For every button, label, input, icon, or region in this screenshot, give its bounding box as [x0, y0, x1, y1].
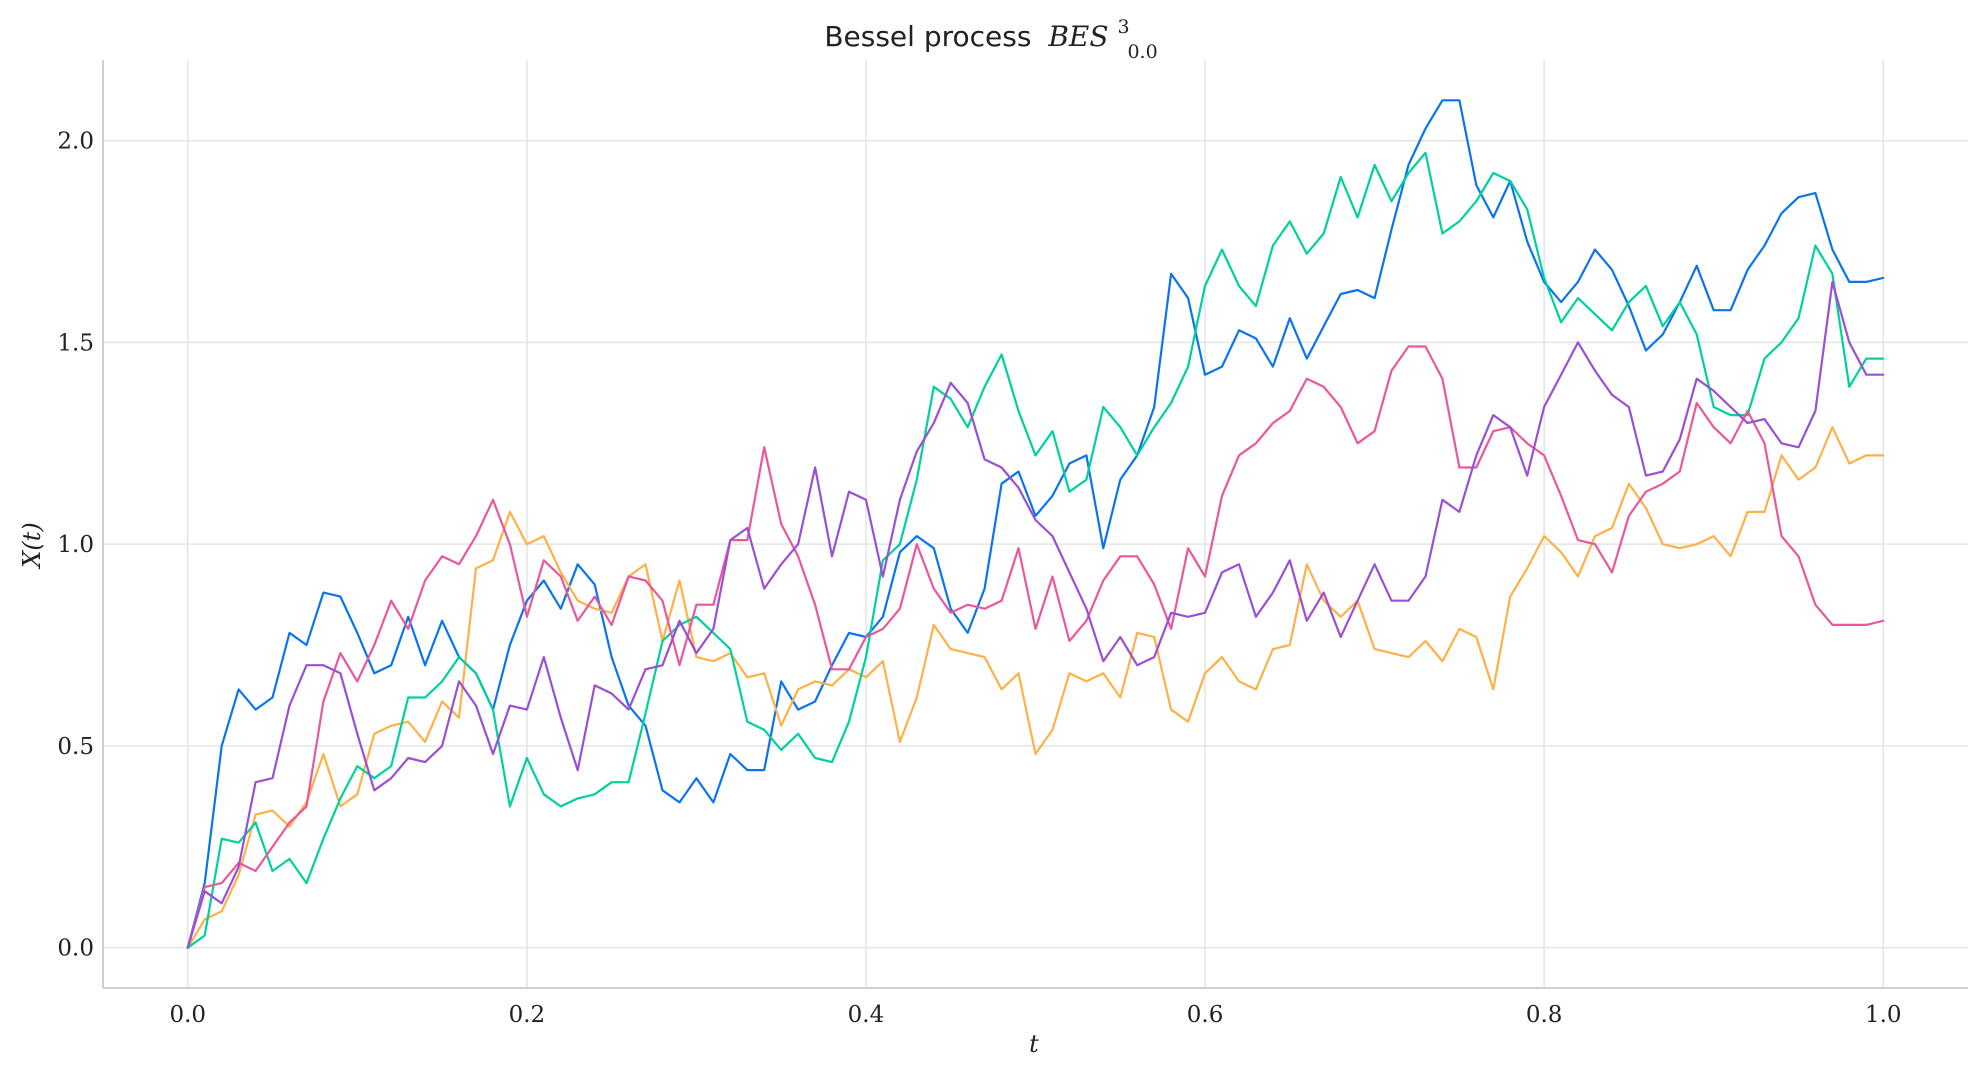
y-tick-label: 0.0	[57, 936, 94, 962]
y-tick-label: 1.5	[57, 330, 94, 356]
x-tick-label: 0.8	[1526, 1002, 1563, 1028]
y-tick-label: 2.0	[57, 129, 94, 155]
y-tick-labels: 0.0 0.5 1.0 1.5 2.0	[57, 129, 94, 962]
series-line-5	[186, 280, 1885, 949]
axes	[102, 60, 1968, 989]
x-tick-label: 0.4	[848, 1002, 885, 1028]
chart-title: Bessel process BES 3 0.0	[824, 7, 1157, 63]
grid-lines	[103, 60, 1968, 988]
chart-title-math-sub: 0.0	[1127, 41, 1157, 63]
y-tick-label: 0.5	[57, 734, 94, 760]
series-line-2	[186, 426, 1885, 949]
chart-title-text: Bessel process	[824, 20, 1031, 53]
x-tick-label: 0.2	[509, 1002, 546, 1028]
series-line-4	[186, 345, 1885, 949]
x-tick-label: 1.0	[1865, 1002, 1902, 1028]
x-tick-label: 0.6	[1187, 1002, 1224, 1028]
chart-title-math-sup: 3	[1117, 16, 1129, 38]
y-tick-label: 1.0	[57, 532, 94, 558]
x-tick-labels: 0.0 0.2 0.4 0.6 0.8 1.0	[169, 1002, 1901, 1028]
chart-title-math-base: BES	[1047, 20, 1108, 53]
series-lines	[186, 99, 1885, 949]
series-line-3	[186, 151, 1885, 949]
x-axis-label: t	[1029, 1030, 1039, 1058]
y-axis-label: X(t)	[18, 522, 46, 569]
x-tick-label: 0.0	[169, 1002, 206, 1028]
